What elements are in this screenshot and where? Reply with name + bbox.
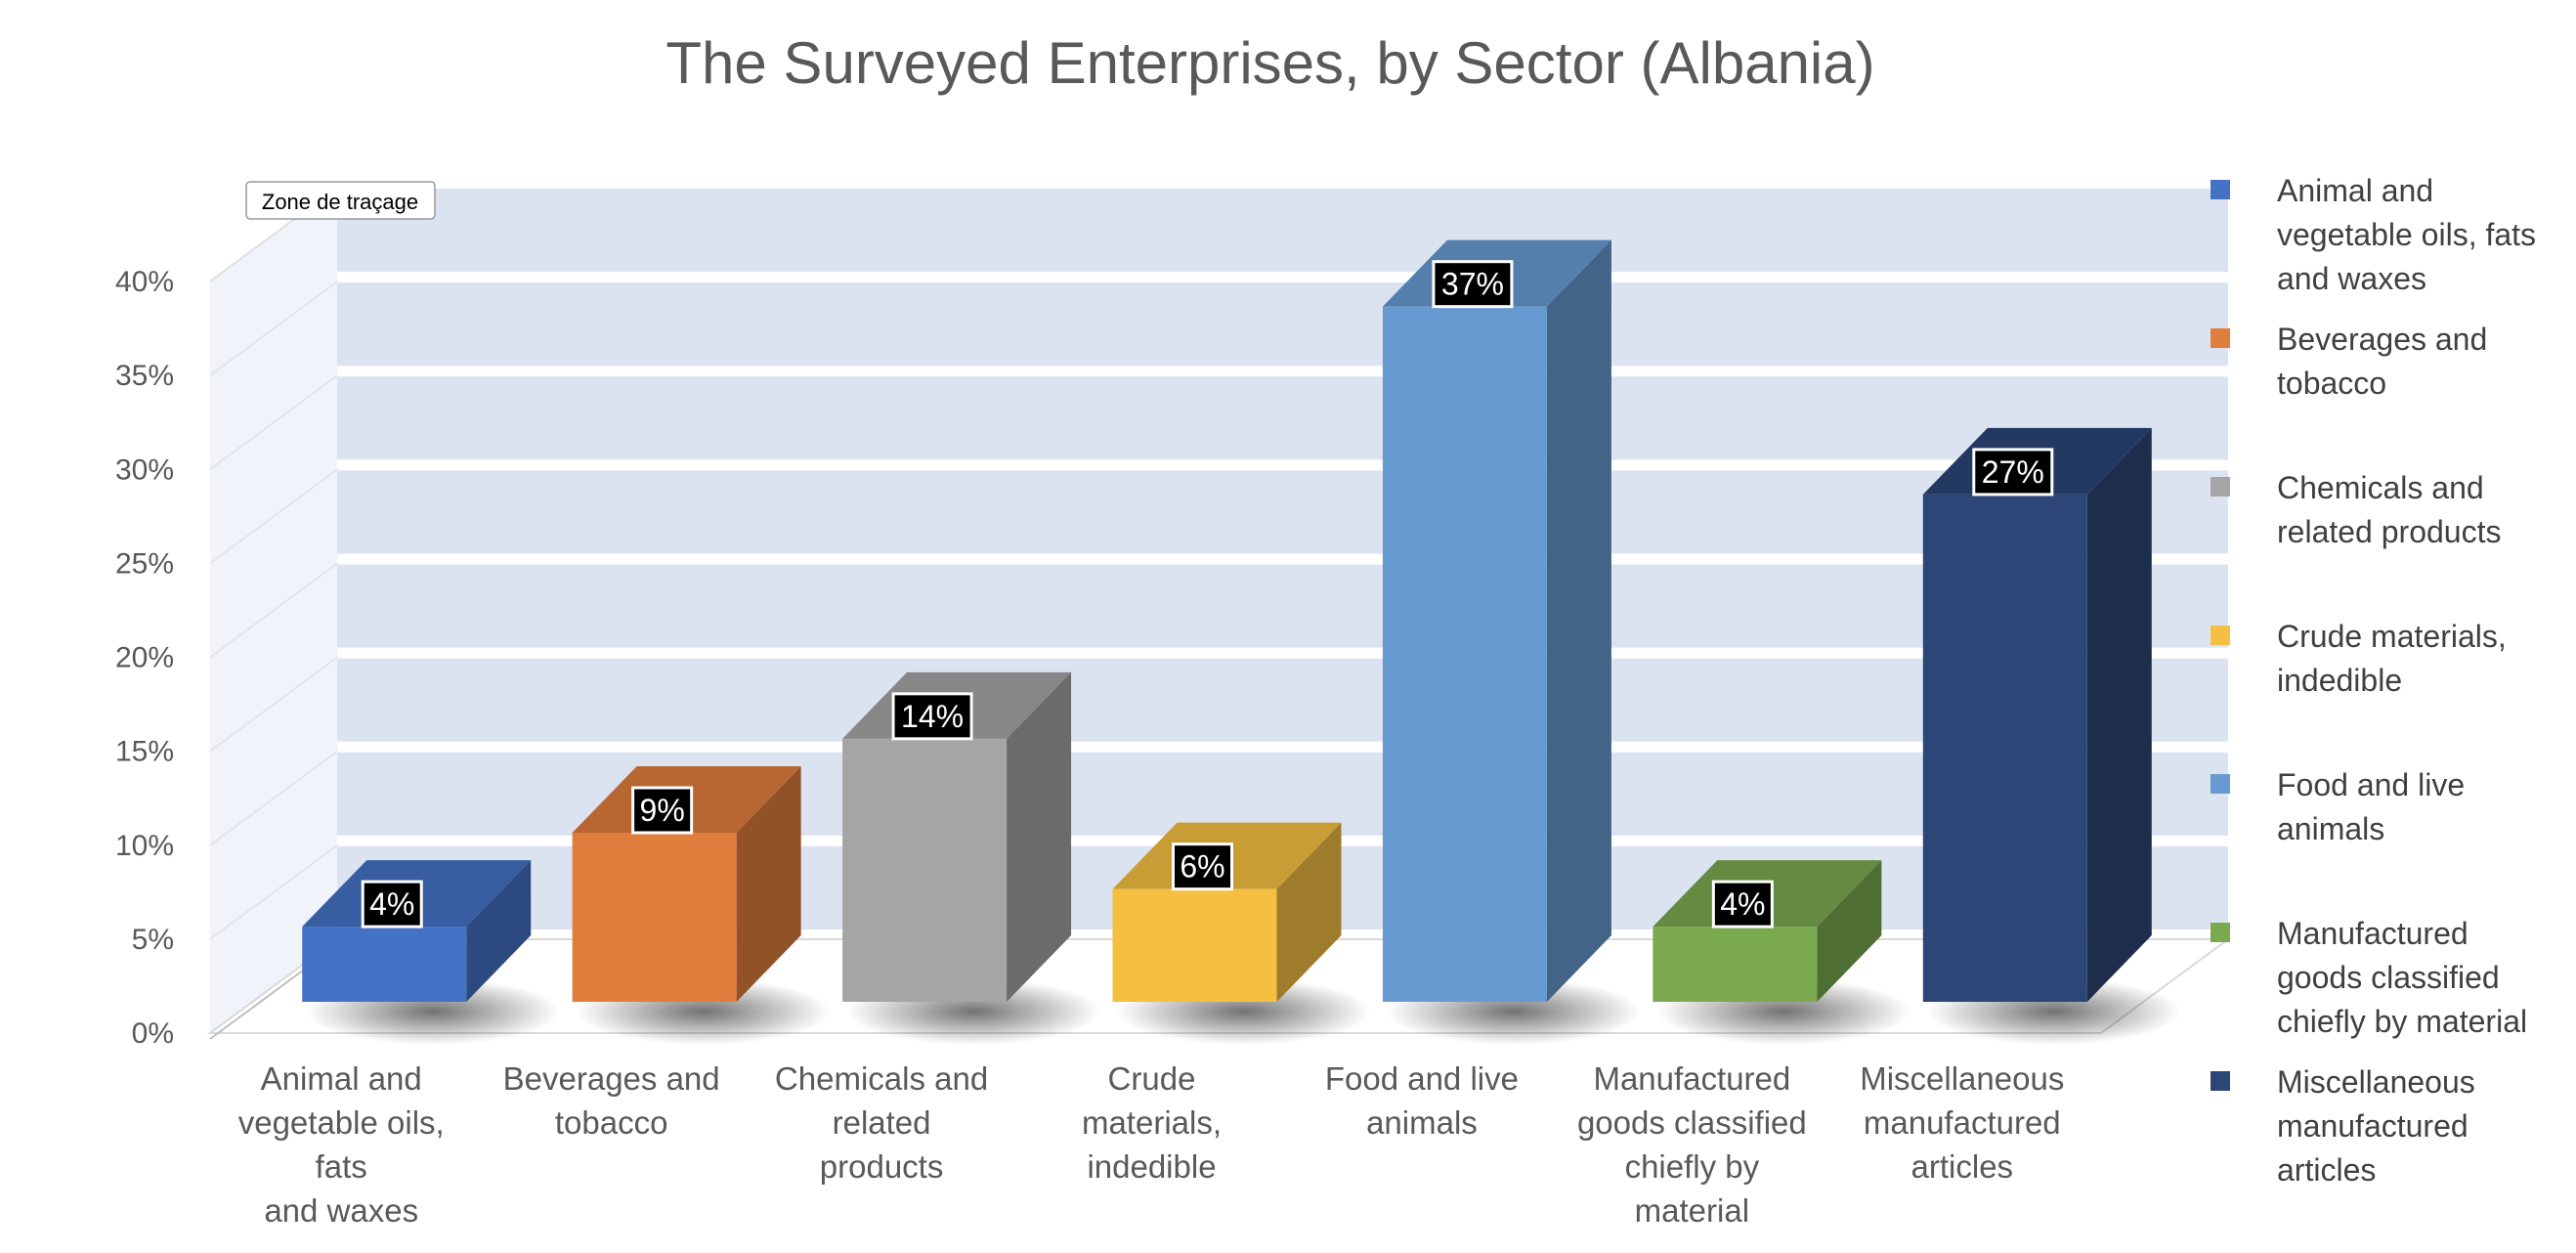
legend-label: Chemicals and related products (2277, 470, 2501, 549)
y-tick-label: 0% (132, 1017, 174, 1050)
data-label-box (891, 692, 973, 741)
y-tick-label: 25% (115, 547, 174, 580)
back-wall-band (337, 469, 2228, 554)
plot-walls (206, 187, 2232, 1040)
y-tick-label: 40% (115, 266, 174, 298)
data-label: 37% (1441, 267, 1504, 302)
y-tick-label: 5% (132, 924, 174, 956)
bar-side (1817, 860, 1882, 1002)
legend-label: Miscellaneous manufactured articles (2277, 1064, 2475, 1188)
data-label-box (1172, 843, 1233, 891)
category-label: Food and live animals (1325, 1060, 1519, 1141)
back-wall-band (337, 188, 2228, 273)
bar (572, 832, 737, 1002)
data-label: 4% (369, 886, 414, 922)
bar (302, 927, 467, 1002)
legend-label: Animal and vegetable oils, fats and waxes (2277, 173, 2536, 296)
legend-label: Beverages and tobacco (2277, 322, 2487, 401)
bar (842, 738, 1008, 1002)
y-tick-label: 35% (115, 360, 174, 392)
legend-swatch (2211, 477, 2230, 497)
legend-swatch (2211, 328, 2230, 348)
legend-label: Food and live animals (2277, 767, 2465, 846)
bar-side (1546, 239, 1611, 1003)
bar (1382, 306, 1547, 1002)
legend: Animal and vegetable oils, fats and waxes B… (2211, 173, 2536, 1188)
plot-area-tooltip: Zone de traçage (245, 181, 436, 220)
bars: 4% 9% 14% 6% 37% 4% 27% (302, 239, 2181, 1045)
legend-label: Manufactured goods classified chiefly by m… (2277, 916, 2527, 1039)
data-label-box (1711, 880, 1774, 929)
data-label: 14% (901, 699, 964, 734)
legend-swatch (2211, 1071, 2230, 1091)
category-label: Animal and vegetable oils, fats and waxes (238, 1060, 445, 1229)
legend-swatch (2211, 180, 2230, 199)
category-label: Chemicals and related products (775, 1060, 988, 1185)
bar-side (1007, 671, 1072, 1002)
data-label-box (361, 880, 423, 929)
category-label: Crude materials, indedible (1082, 1060, 1222, 1185)
back-wall-band (337, 281, 2228, 367)
data-label-box (1972, 448, 2054, 497)
y-tick-label: 20% (115, 642, 174, 674)
data-label: 6% (1180, 849, 1224, 885)
data-label-box (1432, 260, 1514, 309)
chart-title: The Surveyed Enterprises, by Sector (Alb… (665, 30, 1874, 96)
bar (1922, 494, 2087, 1002)
side-wall (210, 188, 337, 1033)
y-axis-ticks: 0% 5% 10% 15% 20% 25% 30% 35% 40% (115, 266, 174, 1050)
bar-side (2086, 427, 2152, 1002)
bar-side (466, 860, 532, 1002)
y-tick-label: 30% (115, 454, 174, 486)
data-label: 9% (640, 793, 685, 828)
bar (1653, 927, 1818, 1002)
back-wall-band (337, 657, 2228, 742)
y-tick-label: 10% (115, 830, 174, 862)
bar-side (736, 765, 801, 1002)
plot-area-tooltip-text: Zone de traçage (262, 190, 418, 214)
bar-side (1276, 822, 1342, 1002)
back-wall-band (337, 563, 2228, 648)
data-label: 27% (1982, 454, 2044, 490)
legend-label: Crude materials, indedible (2277, 619, 2507, 698)
category-label: Beverages and tobacco (503, 1060, 720, 1141)
bar (1112, 888, 1277, 1002)
data-label-box (631, 786, 694, 835)
category-labels: Animal and vegetable oils, fats and waxes Be… (238, 1060, 2065, 1229)
category-label: Miscellaneous manufactured articles (1860, 1060, 2064, 1185)
legend-swatch (2211, 923, 2230, 942)
data-label: 4% (1720, 886, 1765, 922)
back-wall-band (337, 375, 2228, 460)
y-tick-label: 15% (115, 736, 174, 768)
legend-swatch (2211, 626, 2230, 645)
legend-swatch (2211, 774, 2230, 794)
category-label: Manufactured goods classified chiefly by ma… (1577, 1060, 1807, 1229)
